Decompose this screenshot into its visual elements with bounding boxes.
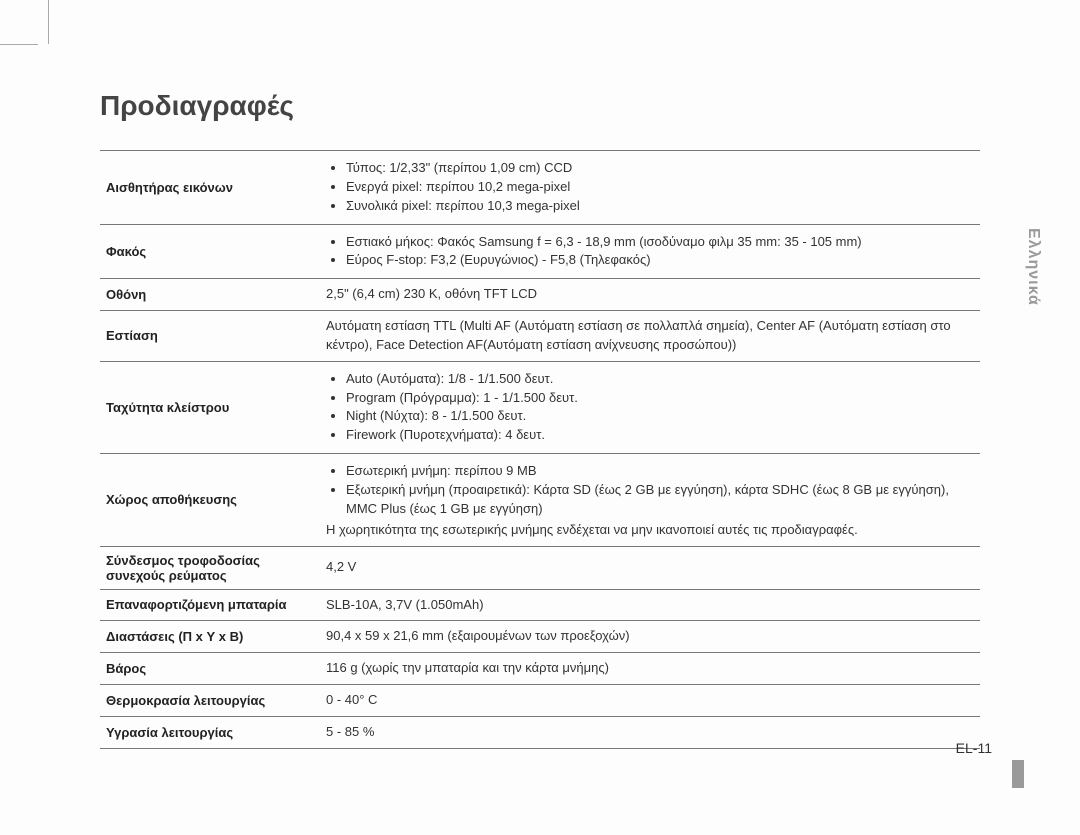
spec-label: Διαστάσεις (Π x Υ x Β) xyxy=(100,621,320,653)
spec-text: 5 - 85 % xyxy=(326,723,974,742)
spec-bullet: Εστιακό μήκος: Φακός Samsung f = 6,3 - 1… xyxy=(346,233,974,252)
language-tab-label: Ελληνικά xyxy=(1024,228,1042,306)
spec-row: Αισθητήρας εικόνωνΤύπος: 1/2,33" (περίπο… xyxy=(100,151,980,225)
spec-text: 90,4 x 59 x 21,6 mm (εξαιρουμένων των πρ… xyxy=(326,627,974,646)
spec-row: Σύνδεσμος τροφοδοσίας συνεχούς ρεύματος 4… xyxy=(100,546,980,589)
spec-value: 2,5" (6,4 cm) 230 K, οθόνη TFT LCD xyxy=(320,279,980,311)
spec-bullet: Program (Πρόγραμμα): 1 - 1/1.500 δευτ. xyxy=(346,389,974,408)
spec-text: SLB-10A, 3,7V (1.050mAh) xyxy=(326,596,974,615)
spec-bullet-list: Τύπος: 1/2,33" (περίπου 1,09 cm) CCDΕνερ… xyxy=(326,159,974,216)
spec-text: 116 g (χωρίς την μπαταρία και την κάρτα … xyxy=(326,659,974,678)
spec-row: Ταχύτητα κλείστρουAuto (Αυτόματα): 1/8 -… xyxy=(100,361,980,453)
spec-row: Επαναφορτιζόμενη μπαταρία SLB-10A, 3,7V (… xyxy=(100,589,980,621)
spec-label: Εστίαση xyxy=(100,311,320,362)
page-number: EL-11 xyxy=(956,740,992,756)
spec-label: Επαναφορτιζόμενη μπαταρία xyxy=(100,589,320,621)
spec-row: Υγρασία λειτουργίας 5 - 85 % xyxy=(100,716,980,748)
language-tab-mark xyxy=(1012,760,1024,788)
spec-bullet: Εύρος F-stop: F3,2 (Ευρυγώνιος) - F5,8 (… xyxy=(346,251,974,270)
spec-label: Χώρος αποθήκευσης xyxy=(100,454,320,546)
spec-bullet: Ενεργά pixel: περίπου 10,2 mega-pixel xyxy=(346,178,974,197)
page-title: Προδιαγραφές xyxy=(100,90,980,122)
spec-bullet: Εσωτερική μνήμη: περίπου 9 MB xyxy=(346,462,974,481)
spec-bullet: Auto (Αυτόματα): 1/8 - 1/1.500 δευτ. xyxy=(346,370,974,389)
crop-mark-horizontal xyxy=(0,44,38,45)
spec-row: Διαστάσεις (Π x Υ x Β) 90,4 x 59 x 21,6 m… xyxy=(100,621,980,653)
spec-bullet: Night (Νύχτα): 8 - 1/1.500 δευτ. xyxy=(346,407,974,426)
spec-bullet-list: Auto (Αυτόματα): 1/8 - 1/1.500 δευτ.Prog… xyxy=(326,370,974,445)
spec-text: 2,5" (6,4 cm) 230 K, οθόνη TFT LCD xyxy=(326,285,974,304)
spec-value: Εσωτερική μνήμη: περίπου 9 MBΕξωτερική μ… xyxy=(320,454,980,546)
spec-row: Οθόνη 2,5" (6,4 cm) 230 K, οθόνη TFT LCD xyxy=(100,279,980,311)
spec-value: 0 - 40° C xyxy=(320,685,980,717)
spec-table: Αισθητήρας εικόνωνΤύπος: 1/2,33" (περίπο… xyxy=(100,150,980,749)
spec-label: Ταχύτητα κλείστρου xyxy=(100,361,320,453)
spec-row: Θερμοκρασία λειτουργίας 0 - 40° C xyxy=(100,685,980,717)
spec-bullet: Συνολικά pixel: περίπου 10,3 mega-pixel xyxy=(346,197,974,216)
spec-row: Φακός Εστιακό μήκος: Φακός Samsung f = 6,… xyxy=(100,224,980,279)
spec-label: Οθόνη xyxy=(100,279,320,311)
spec-bullet: Τύπος: 1/2,33" (περίπου 1,09 cm) CCD xyxy=(346,159,974,178)
spec-value: 116 g (χωρίς την μπαταρία και την κάρτα … xyxy=(320,653,980,685)
spec-label: Βάρος xyxy=(100,653,320,685)
spec-label: Θερμοκρασία λειτουργίας xyxy=(100,685,320,717)
spec-bullet: Firework (Πυροτεχνήματα): 4 δευτ. xyxy=(346,426,974,445)
spec-row: Χώρος αποθήκευσηςΕσωτερική μνήμη: περίπο… xyxy=(100,454,980,546)
spec-value: Εστιακό μήκος: Φακός Samsung f = 6,3 - 1… xyxy=(320,224,980,279)
spec-label: Υγρασία λειτουργίας xyxy=(100,716,320,748)
spec-value: Τύπος: 1/2,33" (περίπου 1,09 cm) CCDΕνερ… xyxy=(320,151,980,225)
spec-bullet-list: Εσωτερική μνήμη: περίπου 9 MBΕξωτερική μ… xyxy=(326,462,974,519)
spec-note: Η χωρητικότητα της εσωτερικής μνήμης ενδ… xyxy=(326,521,974,540)
spec-text: Αυτόματη εστίαση TTL (Multi AF (Αυτόματη… xyxy=(326,317,974,355)
spec-row: ΕστίασηΑυτόματη εστίαση TTL (Multi AF (Α… xyxy=(100,311,980,362)
spec-bullet-list: Εστιακό μήκος: Φακός Samsung f = 6,3 - 1… xyxy=(326,233,974,271)
spec-label: Φακός xyxy=(100,224,320,279)
spec-text: 0 - 40° C xyxy=(326,691,974,710)
spec-value: Αυτόματη εστίαση TTL (Multi AF (Αυτόματη… xyxy=(320,311,980,362)
spec-row: Βάρος 116 g (χωρίς την μπαταρία και την κ… xyxy=(100,653,980,685)
crop-mark-vertical xyxy=(48,0,49,44)
spec-value: SLB-10A, 3,7V (1.050mAh) xyxy=(320,589,980,621)
spec-text: 4,2 V xyxy=(326,558,974,577)
spec-label: Αισθητήρας εικόνων xyxy=(100,151,320,225)
spec-value: Auto (Αυτόματα): 1/8 - 1/1.500 δευτ.Prog… xyxy=(320,361,980,453)
spec-value: 5 - 85 % xyxy=(320,716,980,748)
spec-label: Σύνδεσμος τροφοδοσίας συνεχούς ρεύματος xyxy=(100,546,320,589)
spec-value: 4,2 V xyxy=(320,546,980,589)
page-content: Προδιαγραφές Αισθητήρας εικόνωνΤύπος: 1/… xyxy=(100,90,980,749)
spec-bullet: Εξωτερική μνήμη (προαιρετικά): Κάρτα SD … xyxy=(346,481,974,519)
spec-value: 90,4 x 59 x 21,6 mm (εξαιρουμένων των πρ… xyxy=(320,621,980,653)
